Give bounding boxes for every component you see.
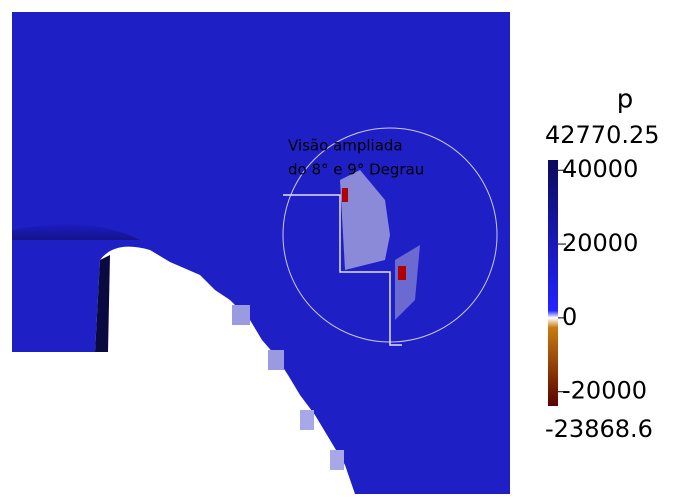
step-cell	[330, 450, 344, 470]
step-cell	[268, 350, 284, 370]
annotation: Visão ampliada	[288, 137, 403, 155]
visualization: Visão ampliada do 8° e 9° Degrau p 42770…	[0, 0, 687, 494]
colorbar	[548, 160, 558, 406]
tick-label: 20000	[562, 229, 638, 257]
tick-label: -20000	[562, 377, 647, 405]
colorbar-title: p	[617, 85, 634, 115]
colorbar-max: 42770.25	[545, 121, 660, 149]
annotation: do 8° e 9° Degrau	[288, 161, 424, 179]
hotspot	[342, 188, 348, 202]
step-cell	[232, 305, 250, 325]
step-cell	[300, 410, 314, 430]
page: Visão ampliada do 8° e 9° Degrau p 42770…	[0, 0, 687, 494]
colorbar-min: -23868.6	[545, 415, 653, 443]
tick-label: 40000	[562, 155, 638, 183]
tick-label: 0	[562, 303, 577, 331]
hotspot	[398, 266, 406, 280]
